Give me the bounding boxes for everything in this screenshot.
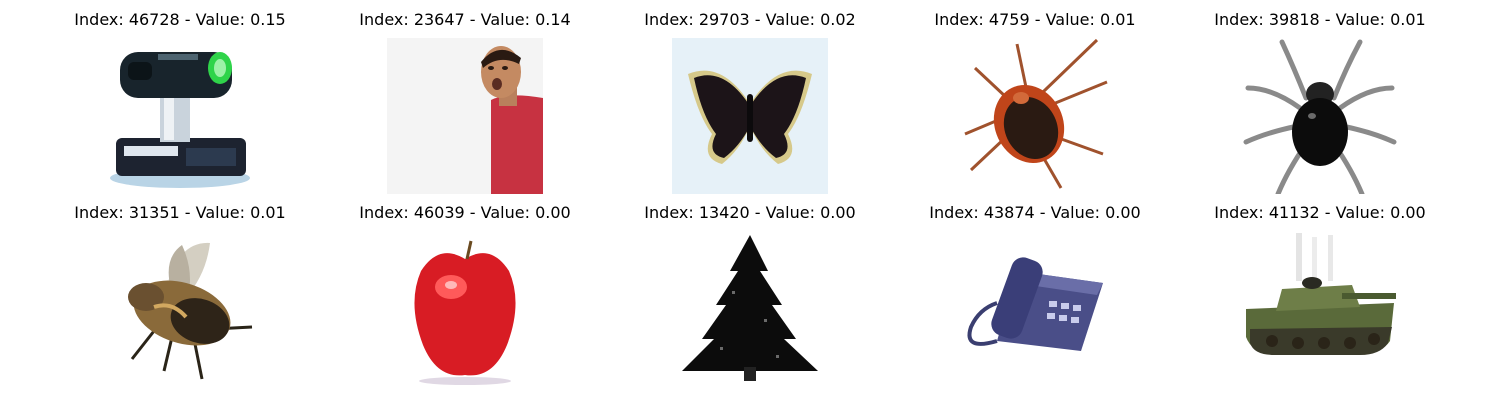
- panel-butterfly: Index: 29703 - Value: 0.02: [635, 2, 865, 194]
- panel-title: Index: 4759 - Value: 0.01: [934, 10, 1136, 29]
- panel-title: Index: 31351 - Value: 0.01: [74, 203, 286, 222]
- panel-telephone: Index: 43874 - Value: 0.00: [920, 195, 1150, 387]
- panel-projector: Index: 46728 - Value: 0.15: [65, 2, 295, 194]
- panel-tank: Index: 41132 - Value: 0.00: [1205, 195, 1435, 387]
- panel-title: Index: 46728 - Value: 0.15: [74, 10, 286, 29]
- panel-spider: Index: 39818 - Value: 0.01: [1205, 2, 1435, 194]
- panel-title: Index: 41132 - Value: 0.00: [1214, 203, 1426, 222]
- panel-title: Index: 13420 - Value: 0.00: [644, 203, 856, 222]
- panel-title: Index: 43874 - Value: 0.00: [929, 203, 1141, 222]
- person-icon: [387, 38, 543, 194]
- panel-tree: Index: 13420 - Value: 0.00: [635, 195, 865, 387]
- panel-title: Index: 29703 - Value: 0.02: [644, 10, 856, 29]
- spider-icon: [1242, 38, 1398, 194]
- apple-icon: [387, 231, 543, 387]
- bee-icon: [102, 231, 258, 387]
- panel-title: Index: 23647 - Value: 0.14: [359, 10, 571, 29]
- panel-person: Index: 23647 - Value: 0.14: [350, 2, 580, 194]
- cockroach-icon: [957, 38, 1113, 194]
- butterfly-icon: [672, 38, 828, 194]
- panel-cockroach: Index: 4759 - Value: 0.01: [920, 2, 1150, 194]
- panel-bee: Index: 31351 - Value: 0.01: [65, 195, 295, 387]
- projector-icon: [102, 38, 258, 194]
- panel-title: Index: 46039 - Value: 0.00: [359, 203, 571, 222]
- panel-apple: Index: 46039 - Value: 0.00: [350, 195, 580, 387]
- tree-icon: [672, 231, 828, 387]
- tank-icon: [1242, 231, 1398, 387]
- telephone-icon: [957, 231, 1113, 387]
- panel-title: Index: 39818 - Value: 0.01: [1214, 10, 1426, 29]
